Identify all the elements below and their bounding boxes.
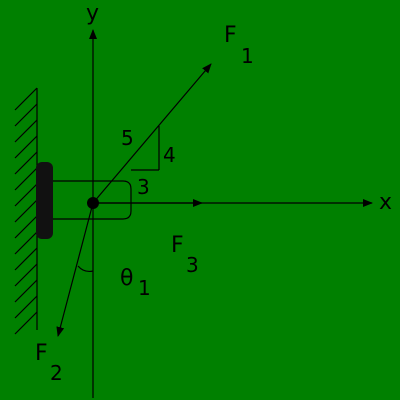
bracket-arm [53,180,132,220]
force-1-arrow [92,63,212,204]
force-2-subscript: 2 [50,361,63,385]
force-2-arrow [56,202,94,337]
y-axis-label: y [86,1,99,26]
angle-arc [77,265,94,273]
force-3-symbol: F [171,233,184,258]
pivot-point [87,197,99,209]
force-2-symbol: F [35,341,48,366]
wall-hatching [14,87,38,335]
angle-subscript: 1 [138,276,151,300]
slope-hypotenuse-label: 5 [121,126,134,150]
force-3-subscript: 3 [186,253,199,277]
angle-symbol: θ [120,266,133,291]
force-1-symbol: F [224,23,237,48]
x-axis-label: x [379,190,392,215]
wall-mount-plate [36,162,53,239]
slope-run-label: 3 [137,175,150,199]
slope-triangle [131,126,160,171]
force-1-subscript: 1 [241,44,254,68]
slope-rise-label: 4 [163,143,176,167]
